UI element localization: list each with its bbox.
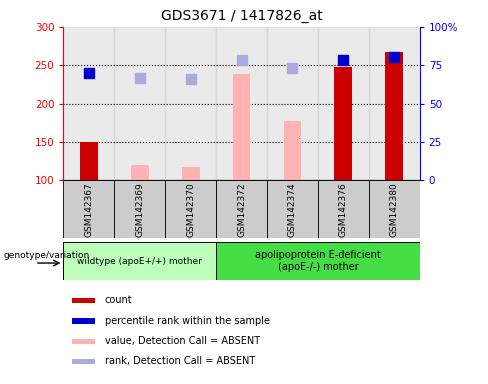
Bar <box>216 27 267 180</box>
Bar <box>369 180 420 238</box>
Text: genotype/variation: genotype/variation <box>3 251 89 260</box>
Text: GSM142376: GSM142376 <box>339 182 348 237</box>
Bar <box>72 339 95 344</box>
Text: apolipoprotein E-deficient
(apoE-/-) mother: apolipoprotein E-deficient (apoE-/-) mot… <box>255 250 381 272</box>
Bar <box>63 27 114 180</box>
Text: GSM142372: GSM142372 <box>237 182 246 237</box>
Bar <box>369 27 420 180</box>
Bar <box>80 142 98 180</box>
Bar <box>267 180 318 238</box>
Bar <box>114 27 165 180</box>
Bar <box>334 67 352 180</box>
Bar <box>182 167 200 180</box>
Bar <box>131 165 149 180</box>
Text: count: count <box>105 295 133 305</box>
Point <box>340 57 347 63</box>
Bar <box>386 52 403 180</box>
Text: GSM142369: GSM142369 <box>135 182 144 237</box>
Title: GDS3671 / 1417826_at: GDS3671 / 1417826_at <box>161 9 323 23</box>
Bar <box>216 180 267 238</box>
Bar <box>165 180 216 238</box>
Point <box>238 57 245 63</box>
Bar <box>63 180 114 238</box>
Text: GSM142367: GSM142367 <box>84 182 93 237</box>
Bar <box>165 27 216 180</box>
Bar <box>72 359 95 364</box>
Text: GSM142370: GSM142370 <box>186 182 195 237</box>
Bar <box>72 298 95 303</box>
Text: GSM142374: GSM142374 <box>288 182 297 237</box>
Bar <box>284 121 302 180</box>
Bar <box>216 242 420 280</box>
Bar <box>72 318 95 323</box>
Point <box>390 54 398 60</box>
Point <box>288 65 296 71</box>
Text: value, Detection Call = ABSENT: value, Detection Call = ABSENT <box>105 336 260 346</box>
Text: GSM142380: GSM142380 <box>390 182 399 237</box>
Point <box>85 70 93 76</box>
Bar <box>267 27 318 180</box>
Text: wildtype (apoE+/+) mother: wildtype (apoE+/+) mother <box>77 257 202 266</box>
Bar <box>318 27 369 180</box>
Bar <box>114 180 165 238</box>
Bar <box>63 242 216 280</box>
Bar <box>233 74 250 180</box>
Point <box>136 75 143 81</box>
Point <box>187 76 195 82</box>
Text: rank, Detection Call = ABSENT: rank, Detection Call = ABSENT <box>105 356 255 366</box>
Text: percentile rank within the sample: percentile rank within the sample <box>105 316 270 326</box>
Bar <box>318 180 369 238</box>
